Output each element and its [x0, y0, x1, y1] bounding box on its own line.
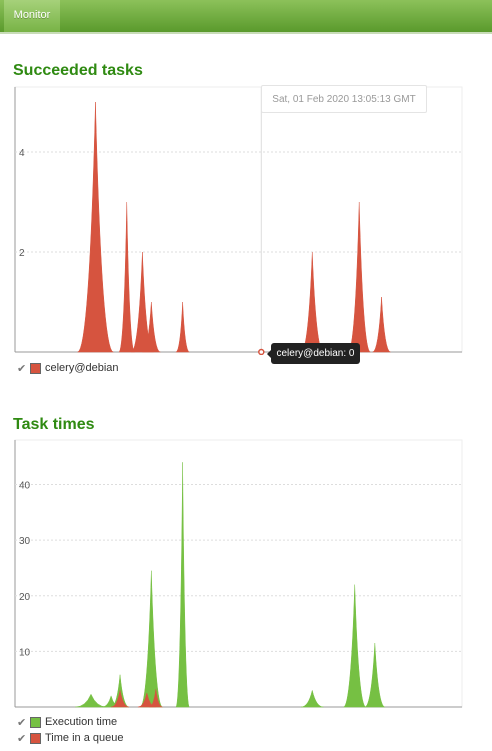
legend-swatch [30, 732, 41, 744]
check-icon: ✔ [17, 362, 27, 375]
succeeded-tasks-title: Succeeded tasks [13, 62, 143, 79]
y-tick-label: 30 [19, 536, 31, 547]
y-tick-label: 4 [19, 148, 25, 159]
task-times-chart[interactable]: 10 20 30 40 [13, 438, 465, 710]
area-peak [77, 101, 114, 353]
tab-monitor[interactable]: Monitor [4, 0, 60, 32]
area-peak [75, 693, 107, 708]
area-peak [300, 251, 324, 353]
legend-swatch [30, 716, 41, 728]
area-peak [343, 584, 367, 708]
y-tick-label: 2 [19, 248, 25, 259]
check-icon: ✔ [17, 732, 27, 745]
legend-label: Time in a queue [45, 732, 124, 744]
hover-time-tooltip: Sat, 01 Feb 2020 13:05:13 GMT [261, 85, 427, 113]
top-navigation-bar: Monitor [0, 0, 492, 34]
legend-item-celery[interactable]: ✔ celery@debian [17, 360, 119, 376]
task-times-legend: ✔ Execution time ✔ Time in a queue [17, 714, 123, 746]
legend-label: celery@debian [45, 362, 119, 374]
area-peak [111, 690, 130, 708]
check-icon: ✔ [17, 716, 27, 729]
area-peak [347, 201, 371, 353]
succeeded-tasks-chart[interactable]: 24 [13, 85, 465, 355]
legend-label: Execution time [45, 716, 118, 728]
y-tick-label: 20 [19, 592, 31, 603]
plot-frame [14, 86, 463, 353]
area-peak [301, 690, 324, 708]
area-peak [118, 201, 135, 353]
area-peak [149, 689, 163, 708]
area-peak [142, 301, 161, 353]
legend-swatch [30, 362, 41, 374]
succeeded-tasks-legend: ✔ celery@debian [17, 360, 119, 376]
legend-item-time-in-queue[interactable]: ✔ Time in a queue [17, 730, 123, 746]
legend-item-execution-time[interactable]: ✔ Execution time [17, 714, 123, 730]
plot-frame [14, 439, 463, 708]
area-peak [175, 301, 190, 353]
y-tick-label: 10 [19, 647, 31, 658]
area-peak [372, 296, 391, 353]
area-peak [175, 462, 190, 708]
area-peak [139, 570, 163, 708]
hover-value-tooltip: celery@debian: 0 [267, 343, 360, 364]
task-times-title: Task times [13, 416, 95, 433]
y-tick-label: 40 [19, 481, 31, 492]
area-peak [364, 643, 386, 708]
hover-point [258, 348, 265, 355]
